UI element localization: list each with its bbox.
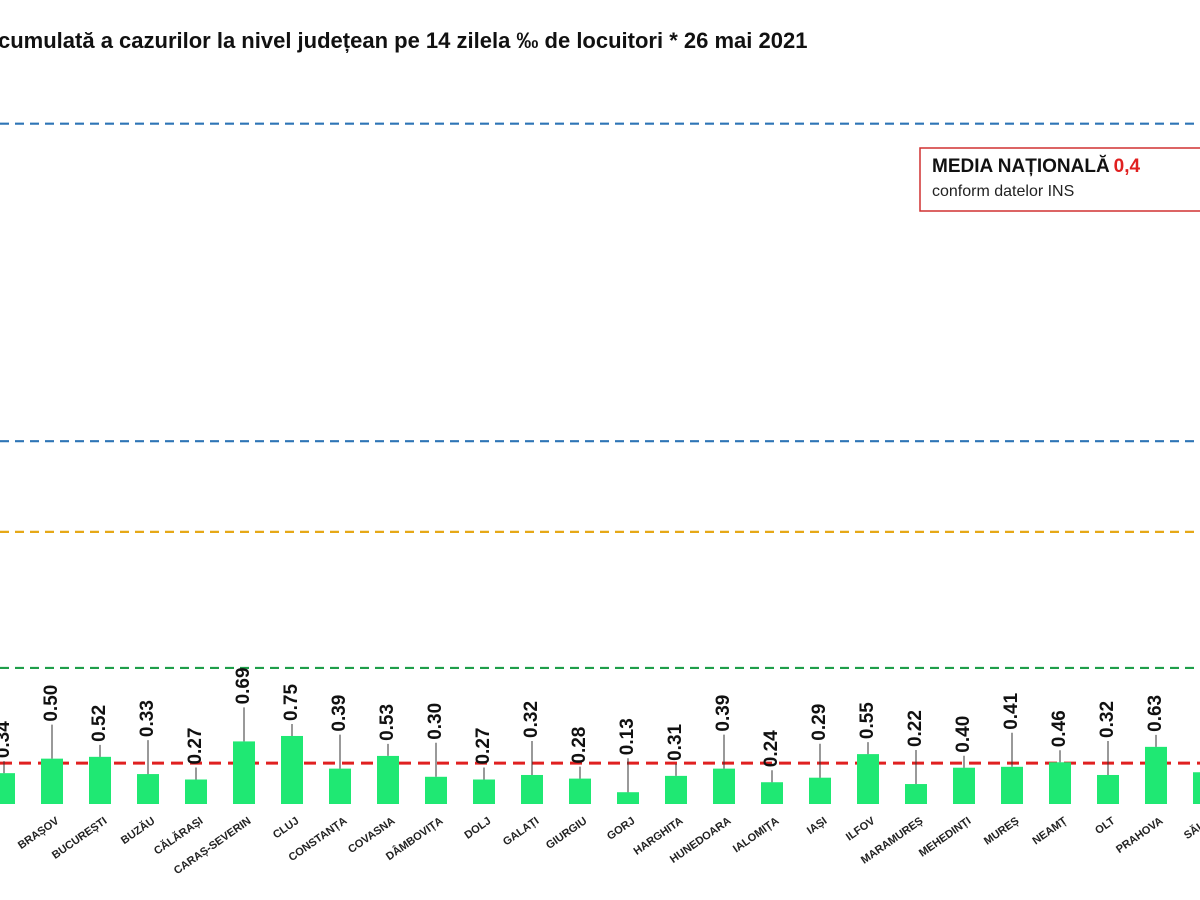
bar xyxy=(185,779,207,804)
bar xyxy=(521,774,543,804)
bar xyxy=(0,773,15,804)
x-tick-label: SĂLA xyxy=(1181,814,1200,842)
x-tick-label: PRAHOVA xyxy=(1114,815,1165,856)
value-label: 0.30 xyxy=(425,703,446,740)
x-tick-label: IALOMIȚA xyxy=(731,815,781,855)
annotation-note: conform datelor INS xyxy=(932,183,1074,200)
annotation-value: 0,4 xyxy=(1114,156,1141,177)
bar xyxy=(665,775,687,804)
x-tick-label: DOLJ xyxy=(462,815,493,842)
value-label: 0.24 xyxy=(761,730,782,767)
value-label: 0.32 xyxy=(521,701,542,738)
bar xyxy=(425,776,447,804)
value-label: 0.75 xyxy=(281,684,302,721)
x-tick-label: BRAȘOV xyxy=(16,815,62,852)
value-label: 0.46 xyxy=(1049,710,1070,747)
value-label: 0.40 xyxy=(953,716,974,753)
x-tick-label: GIURGIU xyxy=(544,815,589,852)
value-label: 0.53 xyxy=(377,704,398,741)
bar xyxy=(1097,774,1119,804)
annotation-box xyxy=(919,147,1200,212)
value-label: 0.13 xyxy=(617,718,638,755)
value-label: 0.55 xyxy=(857,702,878,739)
value-label: 0.63 xyxy=(1145,695,1166,732)
bar xyxy=(617,792,639,804)
value-label: 0.32 xyxy=(1097,701,1118,738)
value-label: 0.41 xyxy=(1001,692,1022,729)
bar xyxy=(1049,762,1071,804)
x-tick-label: MUREȘ xyxy=(982,815,1021,848)
bar xyxy=(569,778,591,804)
annotation-title: MEDIA NAȚIONALĂ 0,4 xyxy=(932,155,1141,177)
x-tick-label: MEHEDINȚI xyxy=(917,815,973,860)
bar xyxy=(137,774,159,804)
x-tick-label: NEAMȚ xyxy=(1030,815,1069,847)
bar xyxy=(809,777,831,804)
bar xyxy=(377,755,399,804)
x-tick-label: CLUJ xyxy=(271,815,301,841)
bar xyxy=(1193,772,1200,804)
bar xyxy=(281,735,303,804)
x-tick-label: BUZĂU xyxy=(118,814,157,847)
bar xyxy=(953,767,975,804)
value-label: 0.29 xyxy=(809,704,830,741)
x-tick-label: GORJ xyxy=(605,815,637,843)
chart-title: cumulată a cazurilor la nivel județean p… xyxy=(0,28,807,53)
value-label: 0.34 xyxy=(0,721,14,758)
x-tick-label: IAȘI xyxy=(805,815,829,837)
x-tick-label: GALAȚI xyxy=(501,815,541,848)
value-label: 0.27 xyxy=(473,728,494,765)
bar xyxy=(713,768,735,804)
bar xyxy=(89,756,111,804)
bar xyxy=(905,784,927,804)
value-label: 0.28 xyxy=(569,727,590,764)
annotation-title-text: MEDIA NAȚIONALĂ xyxy=(932,155,1110,177)
bar xyxy=(857,754,879,804)
value-label: 0.39 xyxy=(713,695,734,732)
value-label: 0.39 xyxy=(329,695,350,732)
value-label: 0.52 xyxy=(89,705,110,742)
x-tick-label: ILFOV xyxy=(844,815,878,844)
bar xyxy=(1145,746,1167,804)
bar xyxy=(761,782,783,804)
value-label: 0.22 xyxy=(905,710,926,747)
bar xyxy=(329,768,351,804)
value-label: 0.33 xyxy=(137,700,158,737)
value-label: 0.31 xyxy=(665,723,686,760)
value-label: 0.27 xyxy=(185,728,206,765)
bar xyxy=(41,758,63,804)
value-label: 0.50 xyxy=(41,685,62,722)
x-tick-label: OLT xyxy=(1093,815,1117,837)
bar xyxy=(1001,766,1023,804)
value-label: 0.69 xyxy=(233,667,254,704)
bar xyxy=(233,741,255,804)
bar xyxy=(473,779,495,804)
